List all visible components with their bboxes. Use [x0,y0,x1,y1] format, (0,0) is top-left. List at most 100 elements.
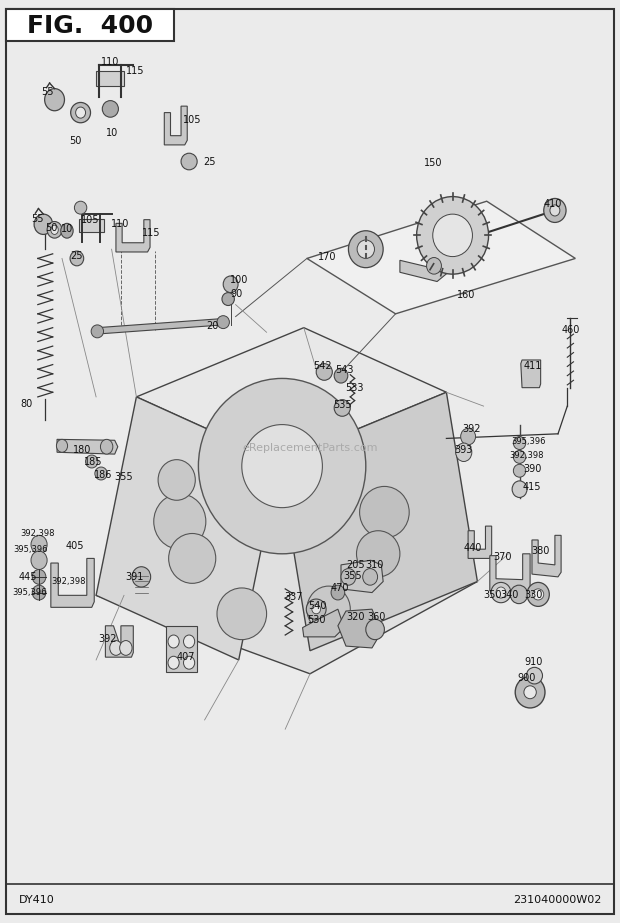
Ellipse shape [513,437,526,450]
Ellipse shape [181,153,197,170]
Text: 395,396: 395,396 [13,545,48,554]
Ellipse shape [71,102,91,123]
Ellipse shape [91,325,104,338]
Text: 355: 355 [115,473,133,482]
Text: 10: 10 [61,224,73,234]
Text: 185: 185 [84,458,102,467]
Ellipse shape [524,686,536,699]
Text: 533: 533 [345,383,364,392]
Ellipse shape [61,223,73,238]
Text: 340: 340 [500,591,519,600]
Ellipse shape [496,587,506,598]
Ellipse shape [348,231,383,268]
Ellipse shape [76,107,86,118]
Polygon shape [532,535,561,577]
Text: 395,396: 395,396 [511,437,546,446]
Text: 50: 50 [45,223,58,233]
Text: 105: 105 [81,215,99,224]
Ellipse shape [363,569,378,585]
Text: 105: 105 [183,115,202,125]
Text: 392,398: 392,398 [510,450,544,460]
Text: 330: 330 [524,591,542,600]
Ellipse shape [357,240,374,258]
Ellipse shape [527,582,549,606]
Ellipse shape [120,641,132,655]
Text: 440: 440 [463,544,482,553]
Polygon shape [341,560,383,593]
Ellipse shape [550,205,560,216]
Text: 410: 410 [544,199,562,209]
Ellipse shape [95,467,107,480]
Ellipse shape [513,450,526,463]
Text: 180: 180 [73,445,91,454]
Polygon shape [521,360,541,388]
Polygon shape [116,220,150,252]
Ellipse shape [515,677,545,708]
Ellipse shape [427,258,441,274]
Ellipse shape [360,486,409,538]
Ellipse shape [34,214,53,234]
Ellipse shape [168,656,179,669]
Text: 10: 10 [105,128,118,138]
Text: 470: 470 [330,583,349,593]
Ellipse shape [510,585,528,604]
Ellipse shape [526,667,542,684]
Text: 392: 392 [462,425,480,434]
Text: 25: 25 [203,158,216,167]
Ellipse shape [31,551,47,569]
FancyBboxPatch shape [6,9,614,914]
Ellipse shape [198,378,366,554]
Ellipse shape [456,443,472,462]
Ellipse shape [341,569,356,585]
Ellipse shape [491,582,511,603]
Ellipse shape [32,569,46,584]
Text: 100: 100 [230,275,249,284]
Ellipse shape [32,585,46,600]
Ellipse shape [356,531,400,577]
Polygon shape [468,526,492,558]
Text: 55: 55 [31,214,43,223]
Polygon shape [338,609,381,648]
Ellipse shape [102,101,118,117]
Ellipse shape [223,276,238,293]
Ellipse shape [217,316,229,329]
Text: 115: 115 [126,66,144,76]
FancyBboxPatch shape [166,626,197,672]
FancyBboxPatch shape [96,71,124,86]
Text: 310: 310 [365,560,384,569]
Ellipse shape [433,214,472,257]
Text: 393: 393 [454,445,473,454]
Ellipse shape [513,464,526,477]
Polygon shape [307,201,575,314]
Ellipse shape [222,293,234,306]
Text: 392: 392 [99,634,117,643]
Text: eReplacementParts.com: eReplacementParts.com [242,443,378,452]
Text: 50: 50 [69,137,82,146]
Text: 160: 160 [457,291,476,300]
Text: 186: 186 [94,471,113,480]
Ellipse shape [100,439,113,454]
Ellipse shape [158,460,195,500]
Polygon shape [96,397,279,660]
Text: 395,396: 395,396 [12,588,46,597]
Text: 380: 380 [531,546,550,556]
Polygon shape [96,503,477,674]
Polygon shape [400,249,465,282]
Ellipse shape [45,89,64,111]
Ellipse shape [74,201,87,214]
Text: 405: 405 [65,542,84,551]
Polygon shape [279,392,477,651]
Text: 355: 355 [343,571,361,581]
Text: 540: 540 [308,602,327,611]
Text: 390: 390 [523,464,542,473]
Polygon shape [105,626,133,657]
Ellipse shape [533,589,544,600]
Text: 80: 80 [20,400,32,409]
Text: 543: 543 [335,366,353,375]
Text: 392,398: 392,398 [51,577,86,586]
Ellipse shape [316,364,332,380]
Text: 411: 411 [524,362,542,371]
Ellipse shape [312,605,321,614]
Polygon shape [303,609,344,637]
Polygon shape [136,328,446,462]
